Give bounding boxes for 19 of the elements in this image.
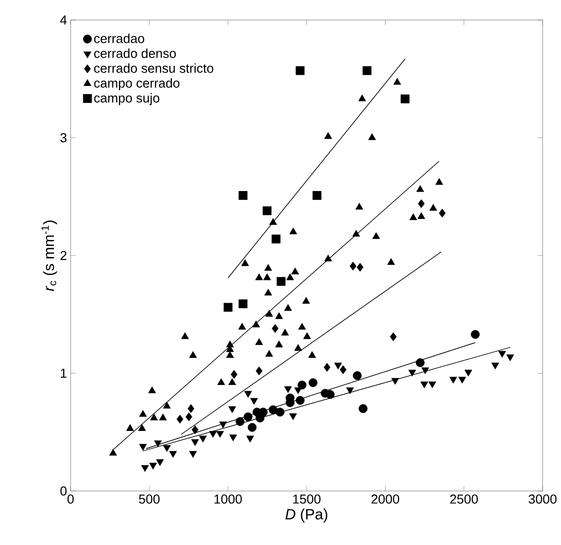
x-tick-label: 2500 (450, 494, 478, 504)
x-tick-label: 1000 (214, 494, 242, 504)
y-tick-label: 2 (60, 250, 66, 260)
y-tick-label: 1 (60, 368, 66, 378)
x-tick-label: 0 (68, 494, 74, 504)
legend-label: cerrado sensu stricto (94, 63, 214, 73)
x-tick-label: 2000 (372, 494, 400, 504)
legend-label: campo sujo (94, 93, 160, 106)
x-tick-label: 1500 (293, 494, 320, 504)
y-tick-label: 3 (60, 133, 67, 142)
y-tick-label: 4 (60, 16, 67, 24)
legend-label: cerradao (94, 34, 144, 44)
y-tick-label: 0 (60, 486, 67, 496)
x-tick-label: 3000 (528, 494, 557, 504)
x-tick-label: 500 (138, 494, 160, 504)
y-axis-title: r$_{c}$ (s mm$^{-1}$) (42, 220, 58, 292)
legend-label: campo cerrado (94, 78, 180, 90)
legend-label: cerrado denso (94, 48, 176, 58)
x-axis-title: D (Pa) (285, 508, 328, 522)
